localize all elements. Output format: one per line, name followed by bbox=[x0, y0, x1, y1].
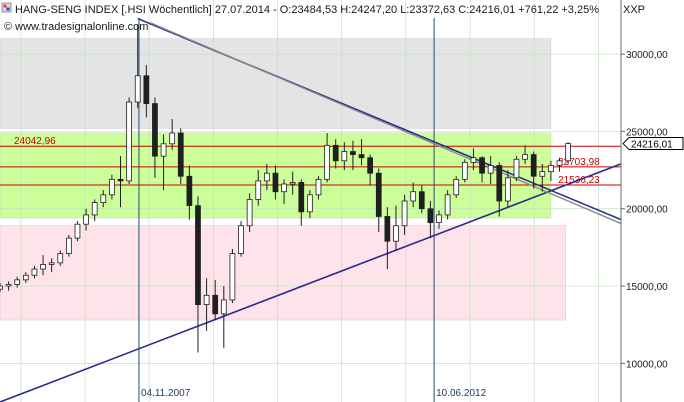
candle-body bbox=[436, 214, 442, 224]
candle-body bbox=[66, 237, 72, 254]
color-square-icon-red bbox=[3, 4, 7, 8]
candle-body bbox=[341, 151, 348, 162]
candle-body bbox=[565, 143, 571, 162]
y-tick-label: 25000,00 bbox=[626, 127, 668, 138]
level-label: 24042,96 bbox=[14, 136, 56, 147]
candle-body bbox=[556, 160, 563, 166]
candle-body bbox=[298, 182, 305, 213]
website-label: © www.tradesignalonline.com bbox=[4, 21, 148, 33]
candle-body bbox=[281, 183, 287, 193]
candle-body bbox=[14, 279, 21, 285]
candle-body bbox=[48, 262, 55, 265]
candle-body bbox=[272, 172, 279, 193]
candle-body bbox=[470, 157, 477, 163]
candle-body bbox=[100, 194, 107, 203]
y-tick-label: 10000,00 bbox=[626, 359, 668, 370]
candle-body bbox=[246, 199, 253, 227]
current-price-label: 24216,01 bbox=[631, 140, 673, 151]
current-price-box bbox=[622, 137, 684, 151]
trendline-support bbox=[0, 163, 622, 402]
candle-body bbox=[57, 253, 64, 264]
candle-body bbox=[0, 285, 3, 290]
candle-body bbox=[487, 165, 494, 174]
y-tick-label: 20000,00 bbox=[626, 205, 668, 216]
candle-body bbox=[83, 214, 89, 225]
candle-body bbox=[220, 299, 227, 315]
candle-body bbox=[91, 202, 98, 216]
candle-body bbox=[289, 182, 296, 185]
candle-body bbox=[375, 172, 382, 217]
candle-body bbox=[461, 161, 468, 180]
candle-body bbox=[401, 200, 408, 227]
candle-body bbox=[134, 75, 141, 103]
candle-body bbox=[496, 165, 503, 202]
candle-body bbox=[367, 157, 373, 174]
level-label: 22703,98 bbox=[558, 157, 600, 168]
candle-body bbox=[169, 132, 176, 145]
candle-body bbox=[332, 144, 339, 162]
candle-body bbox=[350, 151, 356, 156]
candle-body bbox=[479, 157, 485, 174]
exchange-label: XXP bbox=[623, 4, 645, 16]
vertical-marker-labels: 04.11.2007 10.06.2012 bbox=[141, 388, 487, 399]
candle-body bbox=[31, 268, 38, 276]
candle-body bbox=[40, 263, 46, 270]
candle-body bbox=[384, 216, 391, 242]
candle-body bbox=[522, 154, 528, 160]
zone-gray bbox=[0, 38, 552, 129]
chart-header: HANG-SENG INDEX [.HSI Wöchentlich] 27.07… bbox=[15, 4, 599, 16]
candle-body bbox=[255, 180, 262, 200]
candle-body bbox=[548, 165, 554, 173]
candle-body bbox=[177, 132, 184, 177]
zone-pink bbox=[0, 225, 566, 321]
zones-layer bbox=[0, 38, 566, 321]
candle-body bbox=[263, 172, 270, 182]
candle-body bbox=[358, 154, 365, 159]
candle-body bbox=[393, 225, 399, 242]
candle-body bbox=[315, 178, 322, 196]
candle-body bbox=[160, 143, 167, 157]
candle-body bbox=[307, 194, 313, 213]
candle-body bbox=[505, 177, 511, 202]
y-tick-label: 15000,00 bbox=[626, 282, 668, 293]
y-tick-label: 30000,00 bbox=[626, 50, 668, 61]
candle-body bbox=[203, 294, 210, 305]
candle-body bbox=[126, 101, 132, 182]
candle-body bbox=[5, 284, 12, 287]
candles-layer bbox=[0, 24, 571, 353]
y-tick-labels: 10000,00 15000,00 20000,00 25000,00 30000,00 bbox=[621, 50, 668, 370]
candle-body bbox=[513, 158, 520, 179]
candle-body bbox=[117, 178, 124, 182]
candle-body bbox=[444, 194, 451, 216]
candle-body bbox=[143, 75, 150, 104]
candle-body bbox=[238, 225, 244, 254]
candle-body bbox=[324, 144, 330, 180]
candle-body bbox=[539, 171, 546, 177]
candle-body bbox=[109, 178, 115, 196]
candle-body bbox=[229, 253, 236, 301]
candle-body bbox=[530, 154, 537, 177]
candle-body bbox=[22, 274, 29, 281]
candle-body bbox=[453, 178, 460, 196]
candle-body bbox=[212, 294, 219, 315]
vertical-marker-label: 10.06.2012 bbox=[436, 388, 486, 399]
candle-body bbox=[427, 208, 434, 224]
candle-body bbox=[418, 191, 425, 210]
current-price-marker: 24216,01 bbox=[622, 137, 684, 151]
candle-body bbox=[410, 191, 417, 202]
vertical-marker-label: 04.11.2007 bbox=[141, 388, 191, 399]
candle-body bbox=[186, 175, 193, 207]
candle-body bbox=[152, 103, 158, 157]
color-square-icon-blue bbox=[6, 7, 10, 11]
candle-body bbox=[74, 223, 81, 239]
candle-body bbox=[195, 205, 201, 305]
